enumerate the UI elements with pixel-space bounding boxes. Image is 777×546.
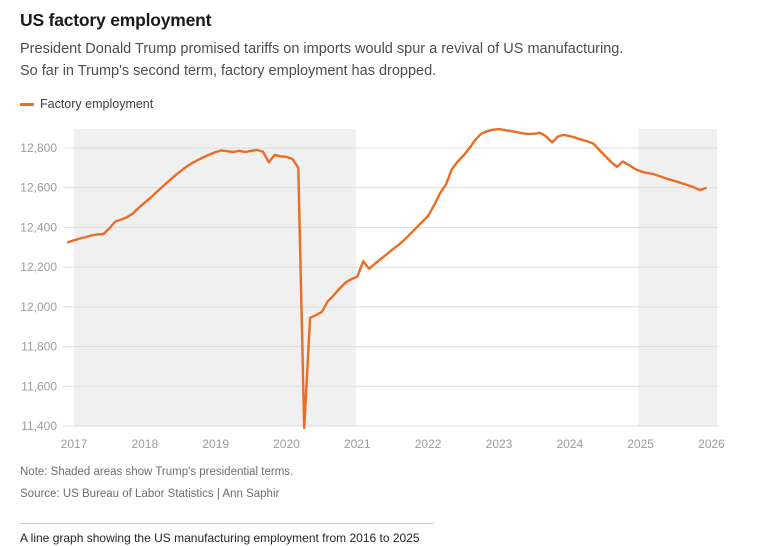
y-tick-label: 12,800	[20, 141, 57, 155]
chart-subtitle: President Donald Trump promised tariffs …	[20, 38, 750, 82]
source-note: Source: US Bureau of Labor Statistics | …	[20, 488, 280, 500]
term-shade-region	[74, 129, 356, 426]
x-tick-label: 2017	[61, 437, 88, 451]
x-tick-label: 2023	[486, 437, 513, 451]
x-axis-labels: 2017 2018 2019 2020 2021 2022 2023 2024 2025 2026	[61, 437, 726, 451]
subtitle-line-2: So far in Trump's second term, factory e…	[20, 63, 437, 79]
footnote: Note: Shaded areas show Trump's presiden…	[20, 466, 294, 478]
footer-notes: Note: Shaded areas show Trump's presiden…	[20, 466, 434, 546]
x-tick-label: 2019	[202, 437, 229, 451]
x-tick-label: 2022	[415, 437, 442, 451]
y-tick-label: 12,600	[20, 181, 57, 195]
y-tick-label: 11,600	[21, 379, 57, 393]
y-tick-label: 12,400	[20, 220, 57, 234]
subtitle-line-1: President Donald Trump promised tariffs …	[20, 41, 624, 57]
gridlines	[63, 147, 718, 427]
factory-employment-line	[66, 127, 707, 430]
y-tick-label: 12,000	[20, 300, 57, 314]
x-tick-label: 2026	[698, 437, 725, 451]
legend-line-swatch	[20, 102, 34, 106]
presidential-term-shading	[74, 129, 718, 426]
y-tick-label: 11,800	[21, 340, 57, 354]
x-tick-label: 2025	[627, 437, 654, 451]
legend: Factory employment	[20, 97, 153, 111]
x-tick-label: 2018	[131, 437, 158, 451]
chart-title: US factory employment	[20, 10, 212, 30]
alt-text-caption: A line graph showing the US manufacturin…	[20, 523, 434, 545]
x-tick-label: 2020	[273, 437, 300, 451]
y-tick-label: 11,400	[21, 419, 57, 433]
x-tick-label: 2021	[344, 437, 371, 451]
x-tick-label: 2024	[556, 437, 583, 451]
term-shade-region	[638, 129, 718, 426]
y-tick-label: 12,200	[20, 260, 57, 274]
y-axis-labels: 12,800 12,600 12,400 12,200 12,000 11,800 11,6…	[20, 141, 57, 433]
legend-label: Factory employment	[40, 97, 154, 111]
